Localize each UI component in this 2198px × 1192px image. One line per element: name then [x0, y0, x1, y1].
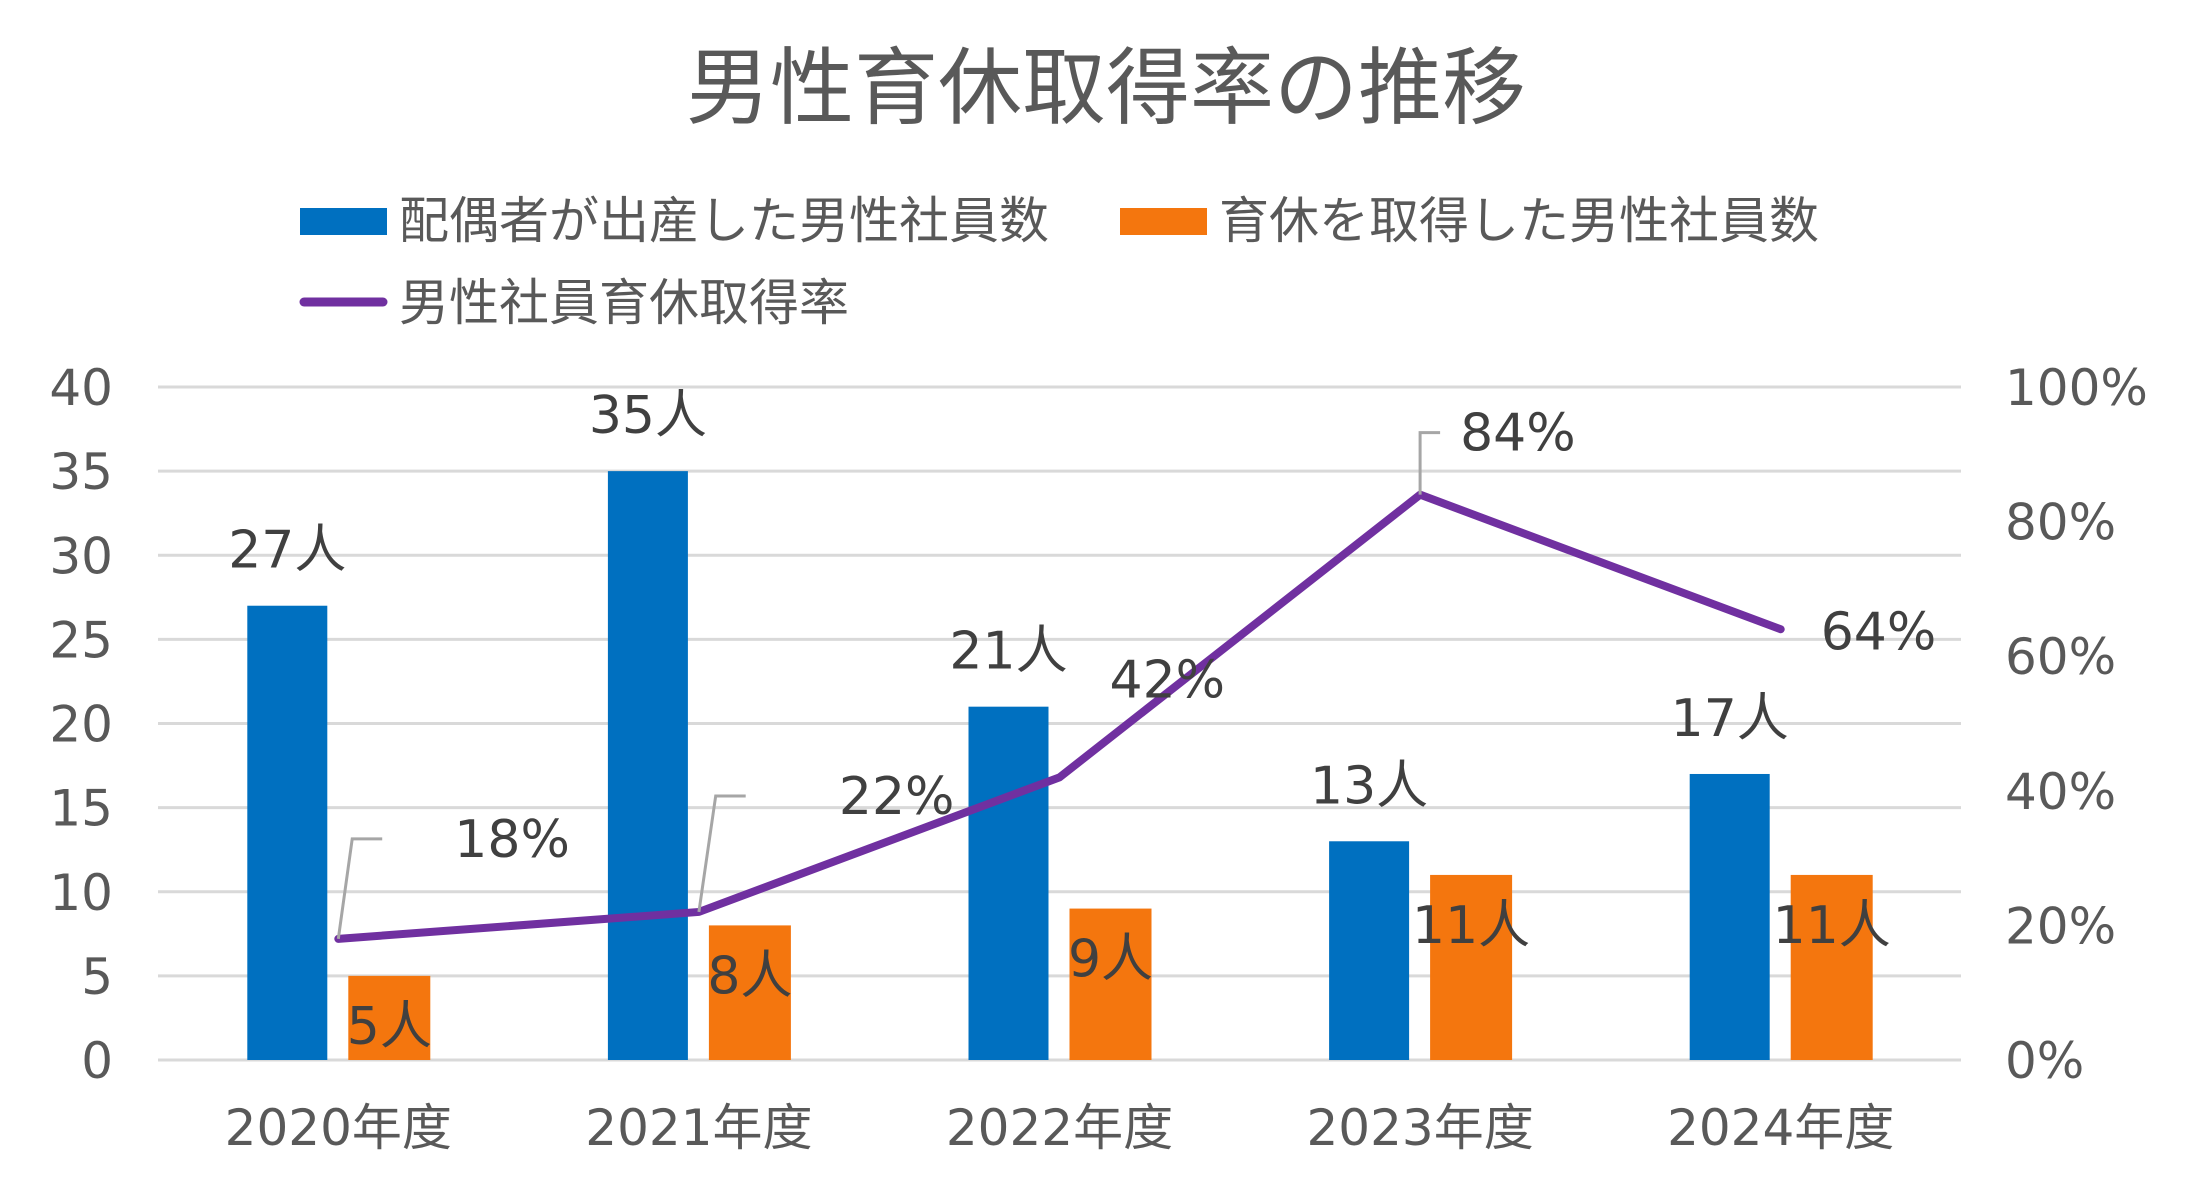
y-left-tick-label: 40	[49, 359, 113, 417]
x-tick-label: 2023年度	[1306, 1099, 1533, 1157]
x-tick-label: 2020年度	[225, 1099, 452, 1157]
bar-births	[1329, 841, 1410, 1060]
legend-label-rate: 男性社員育休取得率	[399, 274, 849, 332]
legend-swatch-orange	[1120, 208, 1207, 235]
bar-leave-takers	[708, 925, 791, 1060]
y-left-tick-label: 10	[49, 864, 113, 922]
bar-births	[968, 706, 1049, 1060]
y-left-tick-label: 35	[49, 443, 113, 501]
y-right-tick-label: 20%	[2005, 897, 2116, 955]
y-right-tick-label: 0%	[2005, 1032, 2084, 1090]
data-label-births: 35人	[589, 386, 707, 446]
bar-leave-takers	[1069, 908, 1152, 1060]
y-left-tick-label: 25	[49, 611, 113, 669]
line-rate	[334, 490, 1785, 943]
bar-leave-takers	[1430, 874, 1513, 1060]
y-right-tick-label: 40%	[2005, 763, 2116, 821]
y-right-tick-label: 100%	[2005, 359, 2148, 417]
y-right-tick-label: 60%	[2005, 628, 2116, 686]
chart-title: 男性育休取得率の推移	[686, 39, 1526, 137]
data-label-rate: 18%	[454, 810, 570, 870]
data-label-leave-takers: 11人	[1412, 896, 1530, 956]
x-tick-label: 2021年度	[585, 1099, 812, 1157]
y-left-tick-label: 15	[49, 780, 113, 838]
data-label-leave-takers: 9人	[1068, 930, 1153, 990]
x-tick-label: 2022年度	[946, 1099, 1173, 1157]
data-label-rate: 22%	[839, 767, 955, 827]
data-label-births: 27人	[228, 521, 346, 581]
data-label-births: 13人	[1310, 756, 1428, 816]
y-left-tick-label: 30	[49, 527, 113, 585]
data-label-rate: 42%	[1110, 650, 1226, 710]
y-left-tick-label: 20	[49, 696, 113, 754]
leader-line	[697, 794, 746, 913]
bar-births	[607, 471, 688, 1060]
legend-swatch-blue	[300, 208, 387, 235]
data-label-leave-takers: 11人	[1773, 896, 1891, 956]
bar-leave-takers	[348, 975, 431, 1060]
y-right-tick-label: 80%	[2005, 494, 2116, 552]
data-label-rate: 84%	[1460, 404, 1576, 464]
leader-line	[336, 837, 383, 940]
bar-births	[247, 605, 328, 1060]
x-tick-label: 2024年度	[1667, 1099, 1894, 1157]
data-label-leave-takers: 5人	[347, 997, 432, 1057]
data-label-births: 17人	[1671, 689, 1789, 749]
legend-label-births: 配偶者が出産した男性社員数	[399, 192, 1049, 250]
bar-leave-takers	[1790, 874, 1873, 1060]
legend: 配偶者が出産した男性社員数 育休を取得した男性社員数 男性社員育休取得率	[299, 192, 1819, 332]
y-left-tick-label: 0	[81, 1032, 113, 1090]
data-label-births: 21人	[949, 622, 1067, 682]
data-label-leave-takers: 8人	[707, 946, 792, 1006]
bar-births	[1689, 773, 1770, 1060]
legend-label-leave-takers: 育休を取得した男性社員数	[1219, 192, 1819, 250]
y-left-tick-label: 5	[81, 948, 113, 1006]
data-label-rate: 64%	[1821, 602, 1937, 662]
leader-line	[1418, 431, 1441, 495]
